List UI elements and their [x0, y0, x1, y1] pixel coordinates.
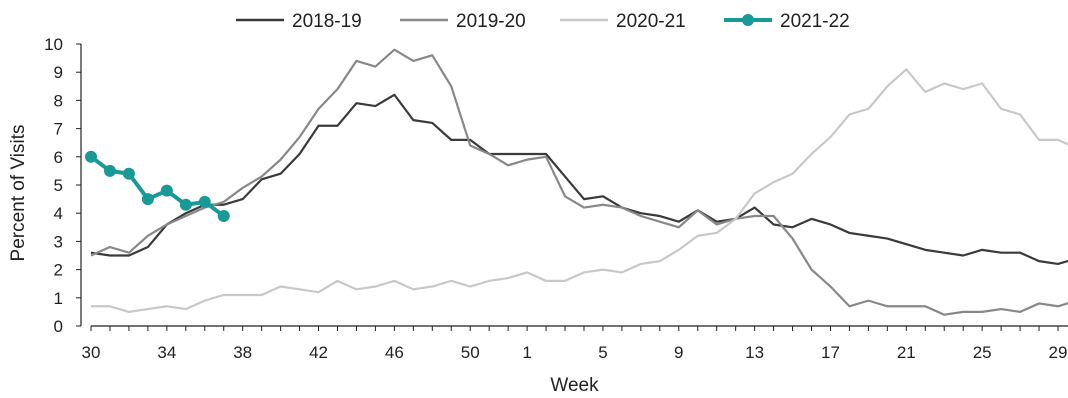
series-point-2021-22	[103, 164, 116, 177]
series-point-2021-22	[160, 184, 173, 197]
series-line-2018-19	[90, 93, 1068, 266]
y-tick-label: 10	[44, 35, 63, 54]
y-axis-title: Percent of Visits	[8, 125, 29, 262]
legend-marker	[742, 14, 754, 26]
x-tick-label: 34	[157, 343, 176, 362]
legend-label: 2021-22	[780, 11, 850, 32]
x-tick-label: 13	[745, 343, 764, 362]
series-point-2021-22	[179, 198, 192, 211]
y-tick-label: 4	[54, 204, 63, 223]
x-tick-label: 30	[82, 343, 101, 362]
y-axis-ticks: 0 1 2 3 4 5 6 7 8 9 10	[44, 35, 81, 336]
y-tick-label: 3	[54, 232, 63, 251]
x-tick-label: 17	[821, 343, 840, 362]
x-tick-label: 21	[897, 343, 916, 362]
legend-label: 2019-20	[456, 11, 526, 32]
series-line-2019-20	[90, 48, 1068, 316]
legend-label: 2020-21	[616, 11, 686, 32]
y-tick-label: 5	[54, 176, 63, 195]
legend: 2018-19 2019-20 2020-21 2021-22	[236, 11, 850, 32]
series-point-2021-22	[198, 195, 211, 208]
series-point-2021-22	[122, 167, 135, 180]
x-axis-title: Week	[550, 375, 599, 396]
y-tick-label: 6	[54, 148, 63, 167]
y-tick-label: 1	[54, 289, 63, 308]
x-tick-label: 42	[309, 343, 328, 362]
series-line-2020-21	[91, 68, 1068, 313]
y-tick-label: 7	[54, 120, 63, 139]
x-tick-label: 1	[522, 343, 531, 362]
series-point-2021-22	[85, 150, 97, 163]
x-axis-ticks: 30 34 38 42 46 50 1 5 9 13 17 21 25 29	[82, 326, 1068, 362]
y-tick-label: 2	[54, 261, 63, 280]
x-tick-label: 46	[385, 343, 404, 362]
series-layer	[85, 48, 1068, 316]
y-tick-label: 0	[54, 317, 63, 336]
series-point-2021-22	[141, 193, 154, 206]
x-tick-label: 5	[598, 343, 607, 362]
x-tick-label: 9	[674, 343, 683, 362]
series-point-2021-22	[217, 210, 230, 223]
legend-label: 2018-19	[292, 11, 362, 32]
x-tick-label: 25	[973, 343, 992, 362]
x-tick-label: 29	[1049, 343, 1068, 362]
y-tick-label: 9	[54, 63, 63, 82]
x-tick-label: 50	[461, 343, 480, 362]
y-tick-label: 8	[54, 91, 63, 110]
x-tick-label: 38	[233, 343, 252, 362]
